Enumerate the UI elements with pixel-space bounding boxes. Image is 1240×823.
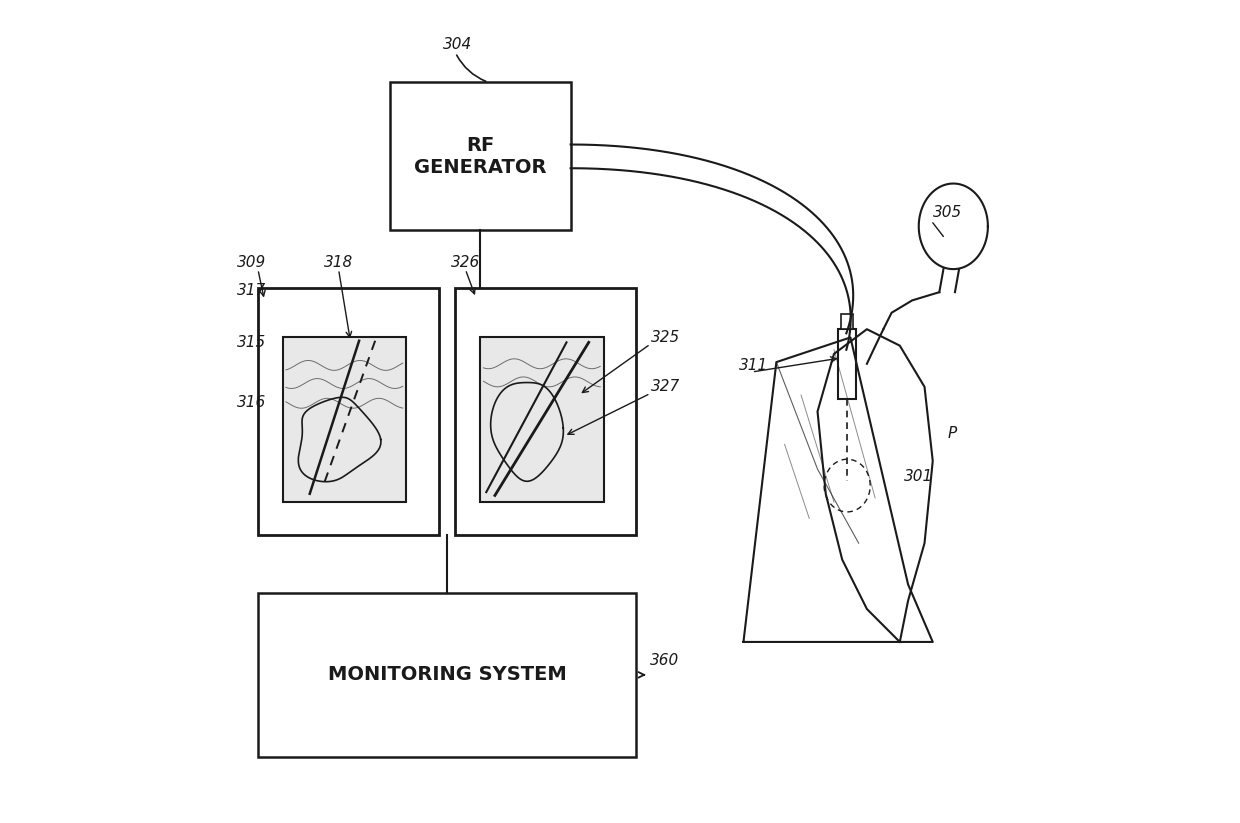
FancyBboxPatch shape	[480, 337, 604, 502]
FancyBboxPatch shape	[838, 329, 856, 399]
Text: RF
GENERATOR: RF GENERATOR	[414, 136, 547, 177]
Text: 304: 304	[443, 37, 472, 53]
Text: 316: 316	[237, 395, 267, 411]
FancyBboxPatch shape	[258, 593, 636, 757]
FancyBboxPatch shape	[258, 288, 439, 535]
Text: 311: 311	[739, 357, 769, 373]
Text: 360: 360	[651, 653, 680, 668]
FancyBboxPatch shape	[389, 82, 570, 230]
Text: 309: 309	[237, 254, 267, 270]
Text: 318: 318	[324, 254, 353, 270]
FancyBboxPatch shape	[283, 337, 405, 502]
Text: 315: 315	[237, 335, 267, 351]
Text: 326: 326	[451, 254, 481, 270]
Text: 325: 325	[651, 329, 681, 345]
Text: 327: 327	[651, 379, 681, 394]
FancyBboxPatch shape	[455, 288, 636, 535]
Text: 301: 301	[904, 469, 934, 485]
Text: 317: 317	[237, 282, 267, 298]
FancyBboxPatch shape	[842, 314, 853, 329]
Text: P: P	[947, 425, 957, 441]
Text: 305: 305	[932, 205, 962, 221]
Text: MONITORING SYSTEM: MONITORING SYSTEM	[327, 665, 567, 685]
